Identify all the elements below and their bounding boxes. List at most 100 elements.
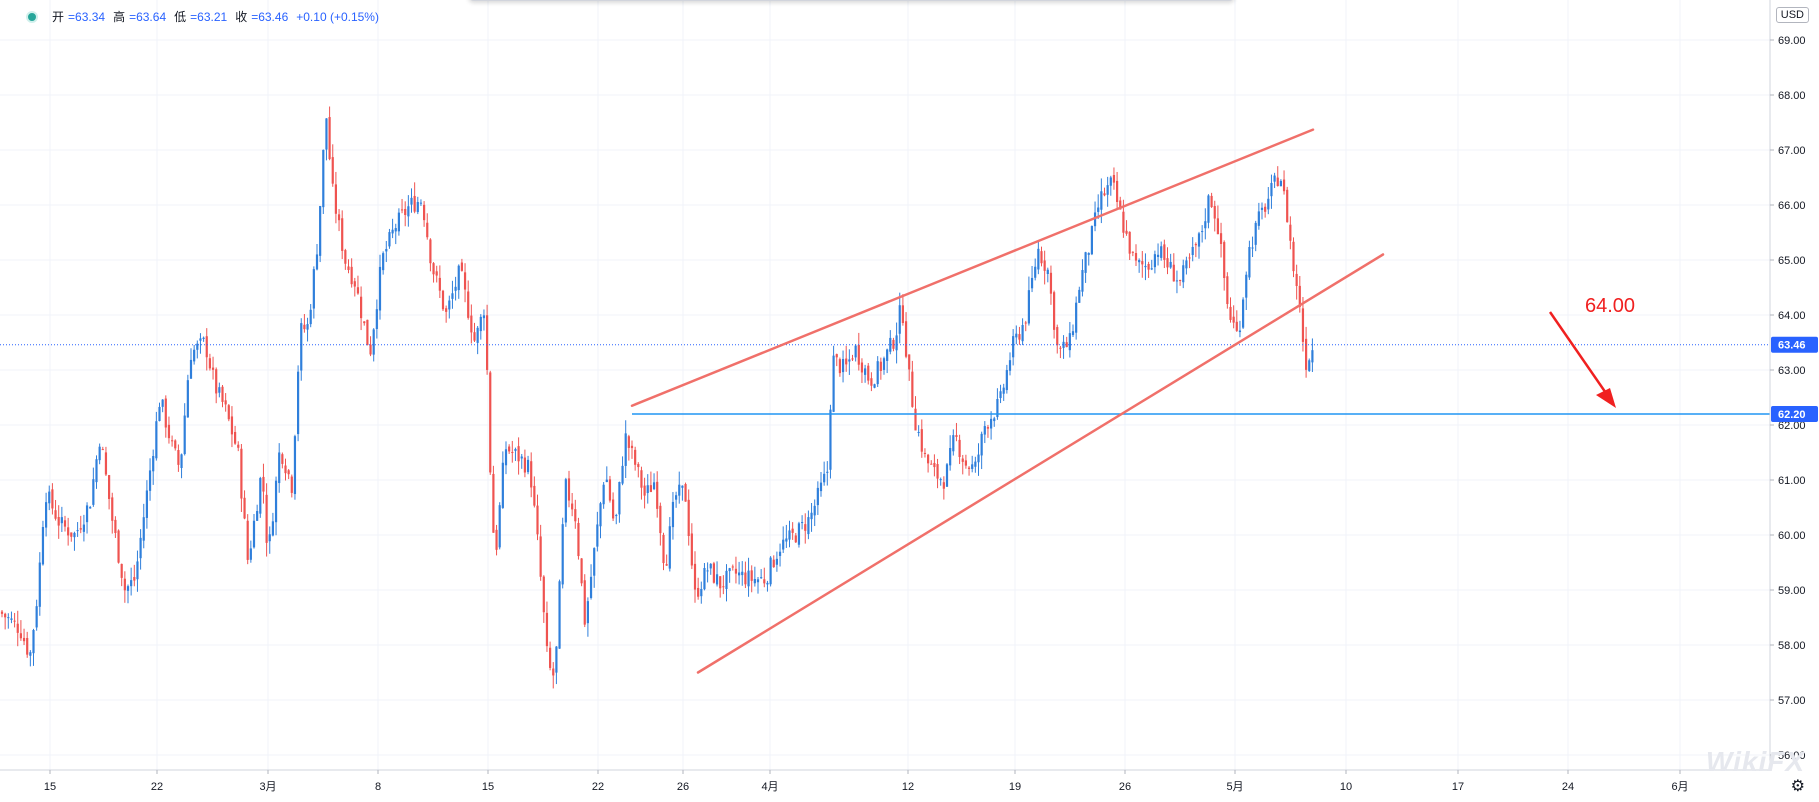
y-tick-label: 67.00: [1778, 145, 1806, 157]
candle-body: [145, 490, 148, 518]
candle-body: [511, 451, 514, 453]
candle-body: [161, 399, 164, 407]
candle-body: [1166, 258, 1169, 268]
gear-icon[interactable]: ⚙: [1790, 778, 1805, 795]
candle-body: [202, 337, 205, 339]
candle-body: [438, 277, 441, 291]
candle-body: [369, 344, 372, 355]
candle-body: [602, 484, 605, 505]
time-axis[interactable]: 15 22 3月 8 15 22 26 4月 12 19 26 5月 10 17 24 6月: [0, 769, 1770, 793]
x-tick-label: 3月: [259, 781, 276, 793]
candle-body: [728, 568, 731, 572]
candle-body: [300, 323, 303, 371]
price-axis[interactable]: 69.00 68.00 67.00 66.00 65.00 64.00 63.00 62.00…: [1769, 0, 1806, 770]
candle-body: [57, 516, 60, 526]
candle-body: [775, 558, 778, 565]
candle-body: [271, 521, 274, 536]
candle-body: [744, 572, 747, 585]
candle-body: [697, 587, 700, 597]
candle-body: [599, 503, 602, 527]
candle-body: [133, 577, 136, 581]
candle-body: [766, 582, 769, 585]
candle-body: [813, 505, 816, 516]
candle-body: [536, 505, 539, 535]
candle-body: [1097, 207, 1100, 212]
candle-body: [819, 482, 823, 492]
candle-body: [290, 476, 293, 493]
candle-body: [1008, 360, 1012, 371]
candle-body: [643, 485, 646, 496]
candle-body: [388, 232, 391, 247]
candle-body: [1191, 246, 1194, 256]
candle-body: [1090, 226, 1093, 255]
candle-body: [904, 321, 908, 357]
candle-body: [334, 184, 337, 214]
trend-lines: [0, 128, 1770, 674]
candle-body: [945, 464, 949, 487]
candle-body: [177, 449, 180, 465]
low-value: =63.21: [190, 9, 228, 24]
y-tick-label: 68.00: [1778, 90, 1806, 102]
candle-body: [706, 570, 709, 572]
candle-body: [1267, 198, 1270, 210]
candle-body: [1015, 333, 1018, 338]
candle-body: [555, 646, 558, 673]
candle-body: [763, 579, 766, 584]
candle-body: [794, 535, 797, 543]
candle-body: [4, 613, 7, 618]
candle-body: [394, 228, 397, 232]
candle-body: [391, 229, 394, 234]
candle-body: [155, 421, 158, 459]
candle-body: [281, 454, 284, 464]
candle-body: [508, 446, 511, 452]
candle-body: [514, 448, 517, 451]
candle-body: [612, 499, 615, 519]
candle-body: [734, 568, 738, 574]
candle-body: [404, 208, 407, 216]
change-value: +0.10 (+0.15%): [296, 9, 379, 24]
candle-body: [451, 293, 454, 299]
trendline-lower: [696, 253, 1385, 674]
candle-body: [1204, 221, 1207, 229]
candle-body: [901, 305, 904, 324]
candle-body: [1128, 231, 1131, 254]
candle-body: [580, 558, 583, 584]
candle-body: [1156, 254, 1160, 257]
trendline-upper: [630, 128, 1315, 407]
candle-body: [829, 409, 832, 470]
candle-body: [325, 118, 328, 150]
candle-body: [974, 461, 977, 467]
candle-body: [530, 461, 533, 488]
candle-body: [923, 452, 927, 454]
candle-body: [139, 537, 142, 559]
candle-body: [756, 579, 760, 583]
candle-body: [1024, 322, 1027, 324]
candle-body: [1103, 193, 1106, 196]
candle-body: [319, 205, 322, 256]
candle-body: [347, 266, 350, 271]
candle-body: [331, 157, 334, 184]
candle-body: [1188, 257, 1191, 259]
candle-body: [322, 149, 325, 208]
price-labels: 63.46 62.20: [1771, 336, 1818, 422]
candle-body: [892, 339, 895, 349]
candle-body: [0, 611, 4, 614]
candle-body: [70, 532, 73, 537]
x-tick-label: 15: [482, 781, 494, 793]
candle-body: [520, 456, 523, 459]
candle-body: [889, 337, 892, 352]
candle-body: [7, 617, 10, 619]
candle-body: [85, 505, 89, 523]
candle-body: [13, 620, 16, 622]
candle-body: [671, 501, 675, 528]
candle-body: [577, 522, 580, 557]
candle-body: [73, 532, 76, 538]
currency-badge[interactable]: USD: [1775, 7, 1809, 23]
candle-body: [1298, 285, 1301, 307]
candle-body: [186, 380, 189, 418]
candle-body: [1116, 180, 1119, 203]
candle-body: [448, 300, 451, 310]
candle-body: [1106, 185, 1109, 195]
open-value: =63.34: [68, 9, 106, 24]
